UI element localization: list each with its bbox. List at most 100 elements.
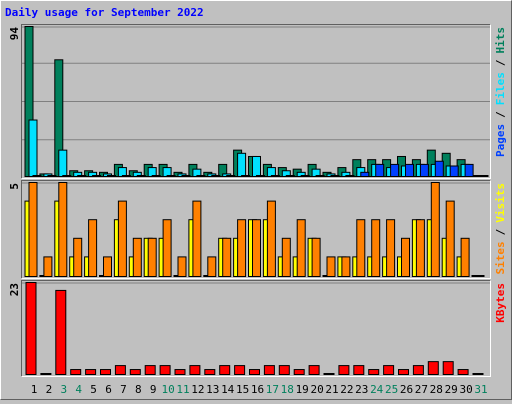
- bar: [192, 200, 202, 278]
- x-tick-label: 5: [90, 383, 97, 396]
- bar: [144, 365, 156, 375]
- bar: [237, 152, 247, 178]
- legend-entry: Files: [494, 72, 507, 105]
- x-tick-label: 11: [176, 383, 189, 396]
- bar: [159, 365, 171, 375]
- bar: [281, 237, 291, 278]
- x-tick-label: 8: [135, 383, 142, 396]
- bar: [368, 369, 380, 376]
- panel-edge-dark: [21, 180, 491, 279]
- bar: [383, 365, 395, 375]
- bar: [204, 369, 216, 376]
- bar: [326, 256, 336, 277]
- x-tick-label: 28: [430, 383, 443, 396]
- legend-separator: /: [494, 59, 507, 66]
- bar: [58, 182, 68, 277]
- bar: [222, 237, 232, 278]
- bar: [196, 175, 206, 177]
- x-tick-label: 10: [161, 383, 174, 396]
- bar: [162, 219, 172, 277]
- bar: [263, 365, 275, 375]
- bar: [114, 365, 126, 375]
- panel: [22, 281, 490, 376]
- bar: [386, 219, 396, 277]
- bar: [345, 175, 355, 177]
- bar: [211, 175, 221, 177]
- bar: [237, 219, 247, 277]
- bar: [234, 365, 246, 375]
- panel-edge-light: [21, 24, 491, 179]
- bar: [85, 369, 97, 376]
- bar: [308, 365, 320, 375]
- x-tick-label: 26: [400, 383, 413, 396]
- bar: [300, 175, 310, 177]
- bar: [166, 175, 176, 177]
- bar: [103, 256, 112, 277]
- bar: [375, 163, 385, 177]
- bar: [442, 361, 454, 375]
- panel-edge-dark: [21, 24, 491, 179]
- x-tick-label: 31: [474, 383, 487, 396]
- legend-entry: Visits: [494, 183, 507, 223]
- bar: [398, 369, 409, 376]
- bar: [77, 175, 87, 177]
- x-tick-label: 9: [150, 383, 157, 396]
- legend: Sites / Visits: [494, 183, 507, 275]
- x-tick-label: 25: [385, 383, 398, 396]
- bar: [311, 237, 321, 278]
- bar: [62, 175, 72, 177]
- bar: [323, 373, 335, 375]
- bar: [415, 219, 425, 277]
- bar: [177, 256, 187, 277]
- bar: [121, 175, 131, 177]
- bar: [285, 175, 295, 177]
- bar: [315, 175, 325, 177]
- bar: [151, 175, 161, 177]
- panel-edge-dark: [21, 280, 491, 377]
- x-tick-label: 23: [355, 383, 368, 396]
- bar: [460, 237, 470, 278]
- bar: [73, 237, 83, 278]
- legend-separator: /: [494, 111, 507, 118]
- panel-edge-light: [21, 280, 491, 377]
- bar: [25, 282, 37, 375]
- x-tick-label: 14: [221, 383, 235, 396]
- legend: KBytes: [494, 283, 507, 323]
- bar: [390, 163, 400, 177]
- x-tick-label: 20: [310, 383, 323, 396]
- bar: [189, 365, 201, 375]
- legend-entry: Hits: [494, 27, 507, 54]
- x-tick-label: 7: [120, 383, 127, 396]
- bar: [92, 175, 102, 177]
- bar: [58, 149, 68, 177]
- x-tick-label: 24: [370, 383, 384, 396]
- bar: [32, 175, 42, 177]
- y-tick-label: 5: [8, 183, 21, 190]
- x-tick-label: 18: [281, 383, 294, 396]
- bar: [479, 175, 489, 177]
- bar: [360, 171, 370, 178]
- x-tick-label: 2: [46, 383, 53, 396]
- bar: [88, 219, 98, 277]
- x-tick-label: 6: [105, 383, 112, 396]
- bar: [293, 369, 305, 376]
- bar: [472, 373, 484, 375]
- legend: Pages / Files / Hits: [494, 27, 507, 157]
- bar: [341, 256, 351, 277]
- x-tick-label: 15: [236, 383, 249, 396]
- panel-edge-light: [21, 180, 491, 279]
- x-tick-label: 17: [266, 383, 279, 396]
- x-tick-label: 29: [445, 383, 458, 396]
- x-tick-label: 3: [60, 383, 67, 396]
- bar: [266, 200, 276, 278]
- bar: [136, 175, 146, 177]
- bar: [353, 365, 365, 375]
- bar: [356, 219, 366, 277]
- bar: [256, 175, 265, 177]
- legend-separator: /: [494, 228, 507, 235]
- bar: [132, 237, 142, 278]
- y-tick-label: 23: [8, 283, 21, 296]
- bar: [43, 256, 53, 277]
- bar: [181, 175, 191, 177]
